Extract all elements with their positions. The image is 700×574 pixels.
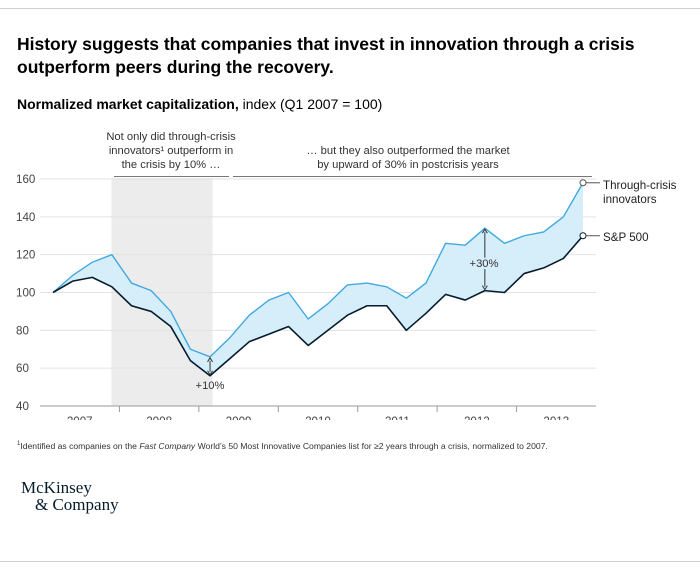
footnote-marker: 1 xyxy=(17,441,21,448)
market-cap-chart: 40 60 80 100 120 140 160 2007 2008 2009 2010 2011 20… xyxy=(16,131,677,420)
innovators-end-marker xyxy=(579,179,587,187)
subtitle-bold: Normalized market capitalization, xyxy=(17,96,239,112)
gap-postcrisis-arrow-head-top xyxy=(481,228,488,234)
series-line-sp500 xyxy=(52,235,584,377)
crisis-note-line3: the crisis by 10% … xyxy=(122,159,221,171)
logo-line1: McKinsey xyxy=(21,478,92,497)
series-label-innovators-line1: Through-crisis xyxy=(603,179,677,192)
gap-postcrisis-label: +30% xyxy=(470,258,499,270)
crisis-note-line2: innovators¹ outperform in xyxy=(109,145,233,157)
gap-crisis-label: +10% xyxy=(196,380,225,392)
x-tick-label-2008: 2008 xyxy=(146,415,172,420)
crisis-note-line1: Not only did through-crisis xyxy=(106,131,236,143)
x-tick-label-2012: 2012 xyxy=(464,415,490,420)
y-tick-label-140: 140 xyxy=(16,211,35,224)
footnote-before: Identified as companies on the xyxy=(20,441,140,451)
postcrisis-note-line2: by upward of 30% in postcrisis years xyxy=(317,159,499,171)
y-tick-label-60: 60 xyxy=(16,362,29,375)
chart-subtitle: Normalized market capitalization, index … xyxy=(17,96,382,112)
top-rule xyxy=(0,8,700,9)
footnote: 1Identified as companies on the Fast Com… xyxy=(17,441,548,451)
gap-crisis-arrow-head-bottom xyxy=(207,370,213,376)
footnote-after: World’s 50 Most Innovative Companies lis… xyxy=(195,441,548,451)
gap-postcrisis-arrow-head-bottom xyxy=(481,285,488,291)
gap-crisis-arrow-head-top xyxy=(207,356,213,363)
x-tick-label-2007: 2007 xyxy=(67,415,93,420)
mckinsey-logo: McKinsey & Company xyxy=(21,479,119,513)
logo-line2: & Company xyxy=(35,495,119,514)
x-tick-label-2010: 2010 xyxy=(305,415,331,420)
page-title: History suggests that companies that inv… xyxy=(17,34,635,77)
sp500-end-marker xyxy=(579,232,587,240)
y-tick-label-40: 40 xyxy=(16,400,29,413)
y-tick-label-100: 100 xyxy=(16,287,35,300)
x-tick-label-2009: 2009 xyxy=(226,415,252,420)
footnote-italic: Fast Company xyxy=(139,441,196,451)
series-label-sp500: S&P 500 xyxy=(603,231,649,244)
x-tick-label-2013: 2013 xyxy=(543,415,569,420)
subtitle-rest: index (Q1 2007 = 100) xyxy=(238,96,383,112)
x-tick-label-2011: 2011 xyxy=(385,415,410,420)
y-tick-label-80: 80 xyxy=(16,324,29,337)
series-line-innovators xyxy=(52,182,584,358)
series-label-innovators-line2: innovators xyxy=(603,193,657,206)
y-tick-label-120: 120 xyxy=(16,249,35,262)
y-tick-label-160: 160 xyxy=(16,173,35,186)
bottom-rule xyxy=(0,561,700,562)
postcrisis-note-line1: … but they also outperformed the market xyxy=(306,145,510,157)
